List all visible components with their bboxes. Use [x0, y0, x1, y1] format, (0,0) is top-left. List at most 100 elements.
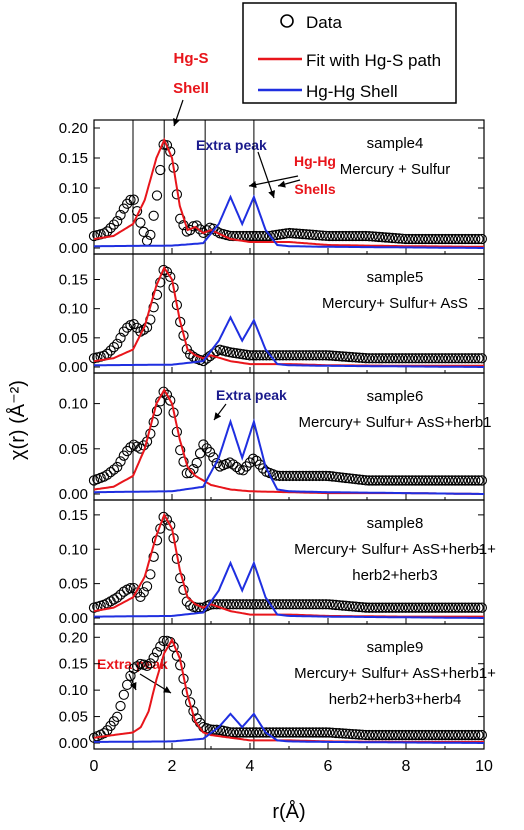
data-point — [327, 471, 338, 482]
data-point — [463, 353, 474, 364]
data-point — [423, 233, 434, 245]
data-point — [347, 230, 358, 242]
data-point — [446, 602, 458, 613]
data-point — [407, 729, 418, 741]
data-point — [426, 233, 438, 245]
hgs-shell-annotation-line2: Shell — [173, 80, 209, 97]
panel-2: 0.00 0.05 0.10 0.15 sample5 Mercury+ Sulfur+ … — [59, 253, 488, 376]
data-point — [367, 475, 378, 486]
data-point — [277, 470, 289, 482]
legend-data-label: Data — [306, 13, 342, 32]
data-point — [148, 551, 159, 562]
data-point — [317, 230, 328, 241]
data-point — [400, 233, 411, 245]
data-point — [158, 635, 169, 647]
data-point — [344, 230, 355, 242]
data-point — [367, 602, 378, 613]
data-point — [304, 350, 315, 361]
data-point — [476, 233, 488, 245]
data-point — [473, 729, 484, 741]
data-point — [281, 599, 292, 610]
data-point — [423, 729, 434, 741]
data-point — [340, 600, 352, 611]
data-point — [350, 352, 362, 363]
data-point — [304, 727, 315, 738]
data-point — [231, 348, 242, 359]
data-point — [231, 461, 242, 473]
data-point — [403, 233, 415, 245]
data-point — [234, 727, 246, 738]
y-tick-label: 0.15 — [59, 507, 88, 524]
data-point — [314, 350, 325, 361]
data-point — [360, 729, 371, 741]
data-point — [390, 729, 401, 741]
data-point — [337, 728, 348, 739]
data-point — [330, 599, 342, 611]
data-point — [450, 233, 461, 245]
data-point — [301, 229, 312, 240]
data-point — [443, 475, 454, 486]
data-point — [108, 342, 120, 353]
data-point — [357, 230, 368, 242]
data-point — [297, 599, 308, 610]
data-point — [450, 729, 461, 741]
data-point — [453, 233, 464, 245]
data-point — [433, 729, 444, 741]
data-point — [317, 470, 328, 482]
data-point — [400, 353, 411, 364]
data-point — [254, 727, 265, 738]
data-point — [317, 350, 328, 361]
x-tick-label: 4 — [246, 758, 255, 775]
y-tick-label: 0.15 — [59, 656, 88, 673]
data-point — [466, 475, 478, 486]
data-point — [165, 271, 176, 283]
data-point — [413, 353, 425, 364]
data-point — [224, 347, 236, 358]
y-tick-label: 0.05 — [59, 709, 88, 726]
data-point — [310, 470, 322, 482]
data-point — [377, 353, 388, 364]
data-point — [466, 233, 478, 245]
data-point — [380, 602, 391, 613]
data-point — [377, 602, 388, 613]
legend-box — [242, 2, 457, 104]
data-point — [251, 230, 262, 242]
data-point — [320, 350, 332, 361]
data-point — [430, 353, 441, 364]
data-point — [370, 353, 381, 364]
panel-label: herb2+herb3 — [352, 567, 438, 584]
data-point — [277, 350, 289, 361]
data-point — [281, 350, 292, 361]
data-point — [138, 324, 149, 335]
extra-peak-annotation-1: Extra peak — [196, 137, 267, 153]
data-point — [138, 587, 149, 598]
data-point — [476, 475, 488, 486]
data-point — [108, 594, 120, 605]
data-point — [417, 353, 428, 364]
data-point — [354, 352, 365, 363]
data-point — [211, 458, 222, 469]
data-point — [277, 727, 289, 738]
data-point — [383, 232, 395, 243]
data-point — [466, 602, 478, 613]
data-point — [198, 227, 209, 238]
data-point — [135, 217, 146, 228]
data-point — [304, 470, 315, 482]
data-point — [334, 600, 345, 611]
data-point — [430, 475, 441, 486]
data-point — [122, 322, 133, 333]
data-point — [456, 475, 468, 486]
data-point — [446, 729, 458, 741]
panel-1: 0.00 0.05 0.10 0.15 0.20 sample4 Mercury + Sul… — [59, 119, 488, 257]
data-point — [281, 727, 292, 738]
x-tick-label: 2 — [168, 758, 177, 775]
data-point — [247, 727, 259, 738]
data-point — [194, 224, 206, 235]
data-point — [257, 599, 269, 610]
y-tick-label: 0.00 — [59, 359, 88, 376]
y-tick-label: 0.10 — [59, 682, 88, 699]
data-point — [324, 350, 335, 361]
data-point — [291, 228, 302, 239]
data-point — [234, 348, 246, 359]
hgs-shell-annotation-line1: Hg-S — [174, 50, 209, 67]
